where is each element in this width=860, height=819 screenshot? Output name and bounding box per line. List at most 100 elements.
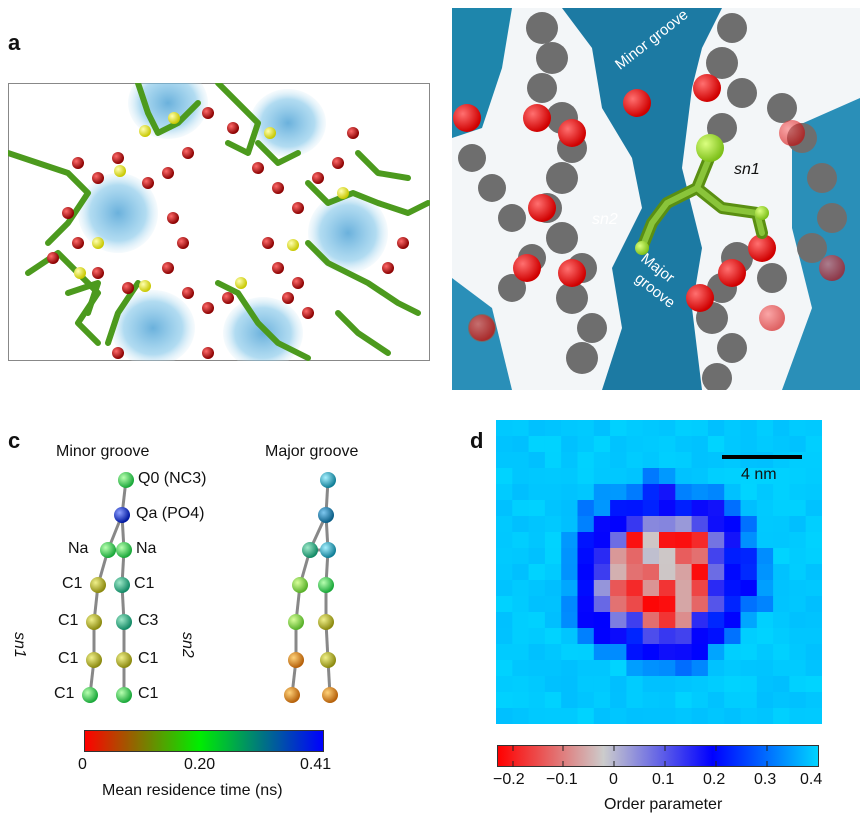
heatmap-cell (610, 644, 627, 661)
heatmap-cell (593, 692, 611, 709)
heatmap-cell (773, 500, 790, 517)
heatmap-cell (773, 612, 790, 629)
heatmap-cell (593, 484, 611, 501)
heatmap-cell (659, 516, 676, 533)
heatmap-cell (528, 612, 546, 629)
heatmap-cell (805, 436, 822, 453)
heatmap-cell (626, 596, 644, 613)
heatmap-cell (773, 420, 790, 437)
heatmap-cell (756, 420, 774, 437)
bead-label-na-right: Na (136, 540, 157, 557)
heatmap-cell (626, 676, 644, 693)
heatmap-cell (740, 612, 758, 629)
heatmap-cell (610, 564, 627, 581)
heatmap-cell (773, 532, 790, 549)
heatmap-cell (528, 500, 546, 517)
heatmap-cell (561, 500, 578, 517)
order-tick-4: 0.2 (703, 771, 726, 788)
heatmap-cell (756, 596, 774, 613)
heatmap-cell (756, 676, 774, 693)
heatmap-cell (626, 628, 644, 645)
heatmap-cell (707, 676, 725, 693)
heatmap-cell (610, 484, 627, 501)
heatmap-cell (626, 484, 644, 501)
heatmap-cell (773, 436, 790, 453)
heatmap-cell (756, 532, 774, 549)
heatmap-cell (707, 660, 725, 677)
lipid-sticks (8, 83, 430, 361)
heatmap-cell (561, 548, 578, 565)
heatmap-cell (756, 580, 774, 597)
heatmap-cell (691, 500, 709, 517)
heatmap-cell (805, 564, 822, 581)
panel-letter-a: a (8, 30, 21, 55)
heatmap-cell (496, 564, 513, 581)
heatmap-cell (773, 596, 790, 613)
heatmap-cell (577, 436, 595, 453)
heatmap-cell (773, 708, 790, 724)
heatmap-cell (675, 644, 693, 661)
heatmap-cell (577, 548, 595, 565)
heatmap-cell (691, 708, 709, 724)
heatmap-cell (740, 516, 758, 533)
heatmap-cell (675, 532, 693, 549)
panel-b-render: Minor groove Major groove sn1 sn2 (452, 6, 860, 390)
heatmap-cell (544, 484, 562, 501)
heatmap-cell (659, 468, 676, 485)
bead-label-r1: C1 (134, 575, 155, 592)
heatmap-cell (528, 532, 546, 549)
heatmap-cell (642, 484, 660, 501)
heatmap-cell (528, 420, 546, 437)
heatmap-cell (544, 596, 562, 613)
heatmap-cell (805, 580, 822, 597)
heatmap-cell (740, 628, 758, 645)
heatmap-cell (577, 612, 595, 629)
heatmap-cell (756, 564, 774, 581)
bead-label-r3: C1 (138, 650, 159, 667)
heatmap-cell (659, 580, 676, 597)
heatmap-cell (756, 516, 774, 533)
heatmap-cell (707, 612, 725, 629)
heatmap-cell (659, 660, 676, 677)
heatmap-cell (756, 612, 774, 629)
heatmap-cell (610, 612, 627, 629)
bead-label-r4: C1 (138, 685, 159, 702)
heatmap-cell (789, 564, 807, 581)
sn2-label-c: sn2 (179, 632, 196, 658)
heatmap-cell (544, 580, 562, 597)
bead-label-q0: Q0 (NC3) (138, 470, 207, 487)
heatmap-cell (528, 692, 546, 709)
heatmap-cell (724, 708, 741, 724)
heatmap-cell (626, 564, 644, 581)
heatmap-cell (724, 596, 741, 613)
heatmap-cell (740, 500, 758, 517)
heatmap-cell (773, 468, 790, 485)
heatmap-cell (610, 468, 627, 485)
heatmap-cell (610, 500, 627, 517)
heatmap-cell (789, 468, 807, 485)
heatmap-cell (528, 708, 546, 724)
heatmap-cell (805, 628, 822, 645)
heatmap-cell (512, 564, 530, 581)
heatmap-cell (805, 548, 822, 565)
heatmap-cell (740, 548, 758, 565)
heatmap-cell (528, 436, 546, 453)
heatmap-cell (691, 564, 709, 581)
heatmap-cell (789, 436, 807, 453)
heatmap-cell (528, 564, 546, 581)
heatmap-cell (740, 708, 758, 724)
heatmap-cell (544, 644, 562, 661)
heatmap-cell (626, 708, 644, 724)
heatmap-cell (789, 548, 807, 565)
heatmap-cell (626, 468, 644, 485)
heatmap-cell (773, 580, 790, 597)
order-tick-5: 0.3 (754, 771, 777, 788)
bead-label-r2: C3 (138, 612, 159, 629)
heatmap-cell (610, 676, 627, 693)
heatmap-cell (805, 612, 822, 629)
heatmap-cell (756, 500, 774, 517)
heatmap-cell (642, 644, 660, 661)
heatmap-cell (707, 708, 725, 724)
heatmap-cell (512, 660, 530, 677)
heatmap-cell (512, 484, 530, 501)
